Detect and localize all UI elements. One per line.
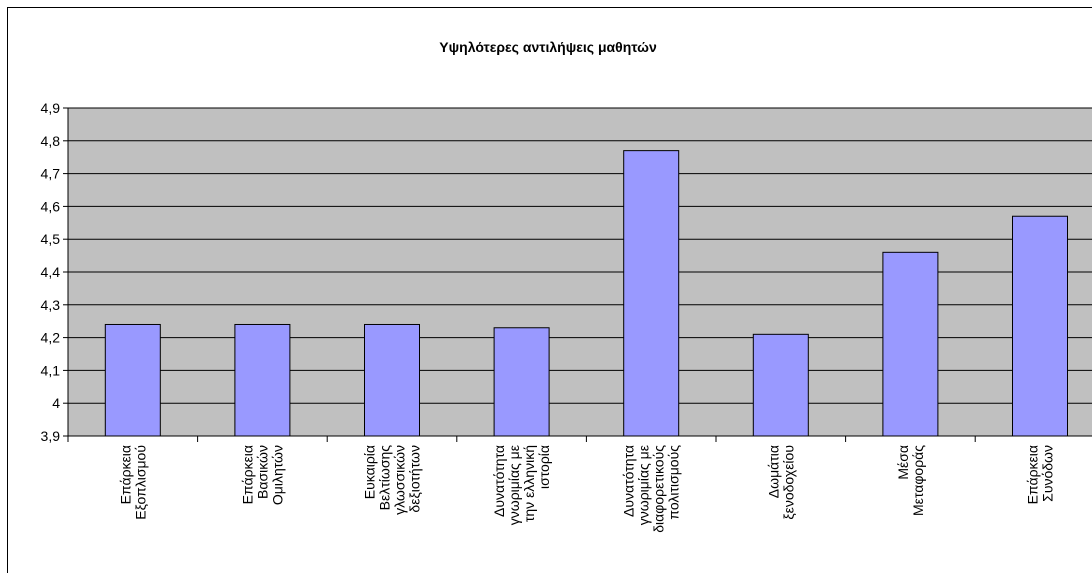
y-tick-label: 4,3 [41,297,61,313]
y-tick-label: 4,5 [41,231,61,247]
y-tick-label: 4,7 [41,166,61,182]
x-tick-label: ΕπάρκειαΣυνόδων [1025,445,1056,504]
x-tick-label: ΜέσαΜεταφοράς [895,445,926,516]
x-tick-label: Δυνατότηταγνωριμίας μεδιαφορετικούςπολιτ… [621,445,682,533]
y-tick-label: 4,2 [41,330,61,346]
bar [752,333,809,437]
bar [234,323,291,437]
y-tick-label: 4,1 [41,362,61,378]
x-tick-label: Δωμάτιαξενοδοχείου [765,445,796,520]
y-tick-label: 4,6 [41,198,61,214]
x-tick-label: ΕυκαιρίαΒελτίωσηςγλωσσικώνδεξιοτήτων [362,445,423,515]
bar [1012,215,1068,437]
bar [493,327,550,437]
bar [882,251,939,437]
y-tick-label: 4,4 [41,264,61,280]
x-tick-label: ΕπάρκειαΒασικώνΟμιλητών [239,445,285,505]
y-tick-label: 4 [52,395,60,411]
bar [623,150,680,437]
y-tick-label: 3,9 [41,428,61,444]
x-tick-label: Δυνατότηταγνωριμίας μετην ελληνικήιστορί… [491,445,552,525]
y-tick-label: 4,9 [41,100,61,116]
bar [364,323,420,437]
bar [104,323,161,437]
x-tick-label: ΕπάρκειαΕξοπλισμού [117,445,148,520]
chart-title: Υψηλότερες αντιλήψεις μαθητών [439,39,657,55]
y-tick-label: 4,8 [41,133,61,149]
